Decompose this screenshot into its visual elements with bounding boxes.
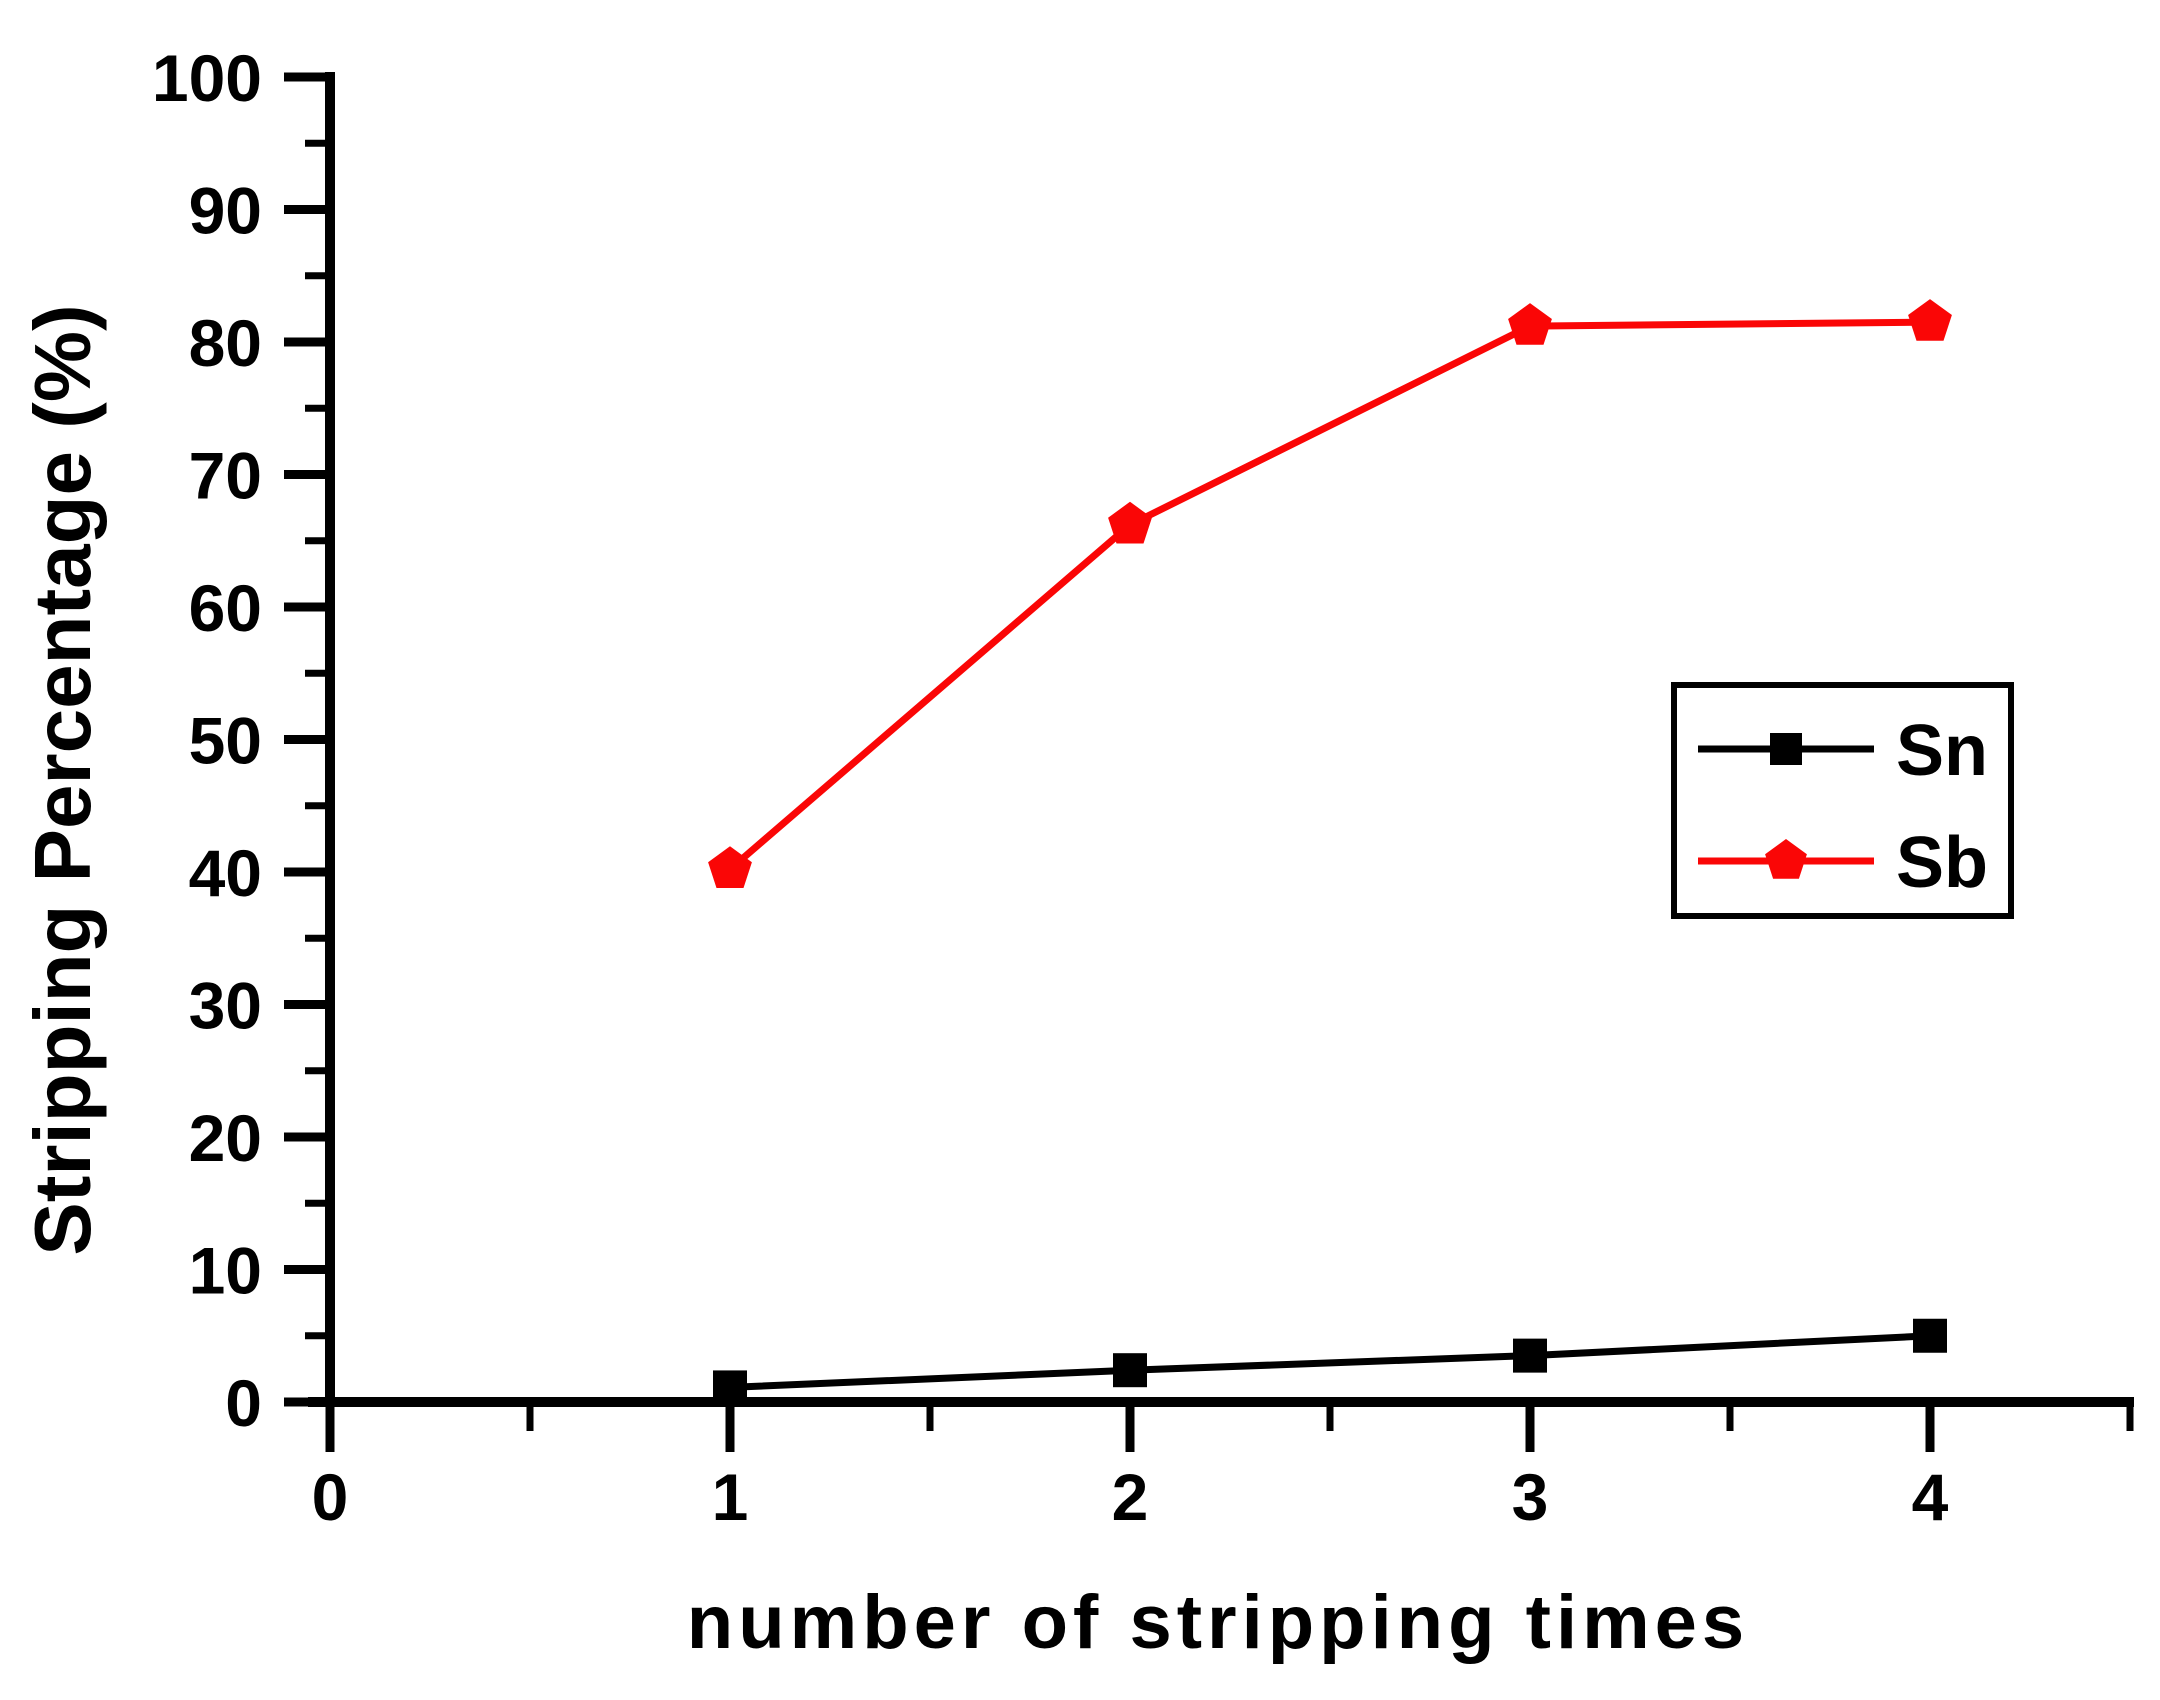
y-tick-label: 80 (189, 306, 262, 380)
series-sn-marker (713, 1370, 747, 1405)
x-tick-label: 2 (1112, 1460, 1149, 1534)
data-series-layer (708, 299, 1952, 1405)
series-sn-marker (1913, 1318, 1947, 1353)
x-tick-label: 1 (712, 1460, 749, 1534)
y-axis-tick-labels: 0 10 20 30 40 50 60 70 80 90 100 (152, 41, 262, 1440)
legend: Sn Sb (1671, 682, 2014, 919)
y-tick-label: 20 (189, 1101, 262, 1175)
x-axis-tick-labels: 0 1 2 3 4 (312, 1460, 1949, 1534)
x-tick-label: 3 (1512, 1460, 1549, 1534)
y-axis-ticks (284, 72, 332, 1407)
y-tick-label: 100 (152, 41, 262, 115)
y-tick-label: 70 (189, 438, 262, 512)
series-sn-marker (1513, 1338, 1547, 1373)
y-axis-title: Stripping Percentage (%) (18, 304, 107, 1255)
legend-box (1671, 682, 2014, 919)
y-tick-label: 30 (189, 968, 262, 1042)
y-tick-label: 40 (189, 836, 262, 910)
legend-marker-square-icon (1770, 733, 1802, 765)
legend-label: Sn (1896, 711, 1988, 791)
legend-marker-pentagon-icon (1765, 839, 1807, 879)
series-sn-line (729, 1332, 1931, 1391)
y-tick-label: 50 (189, 703, 262, 777)
series-sb-marker (1108, 501, 1152, 544)
series-sb-line (727, 318, 1931, 873)
legend-item-sb: Sb (1698, 823, 1988, 903)
x-tick-label: 4 (1912, 1460, 1949, 1534)
x-tick-label: 0 (312, 1460, 349, 1534)
series-sn-marker (1113, 1353, 1147, 1388)
series-sb-marker (1908, 299, 1952, 341)
legend-item-sn: Sn (1698, 711, 1988, 791)
series-sb-marker (708, 846, 752, 888)
y-tick-label: 60 (189, 571, 262, 645)
legend-items: Sn Sb (1698, 711, 1988, 903)
y-tick-label: 90 (189, 173, 262, 247)
x-axis-ticks (325, 1400, 2134, 1452)
y-tick-label: 10 (189, 1233, 262, 1307)
series-sn (713, 1318, 1947, 1405)
x-axis-title: number of stripping times (687, 1580, 1749, 1665)
series-sb-marker (1508, 303, 1552, 345)
series-sb (708, 299, 1952, 888)
legend-label: Sb (1896, 823, 1988, 903)
y-tick-label: 0 (225, 1366, 262, 1440)
